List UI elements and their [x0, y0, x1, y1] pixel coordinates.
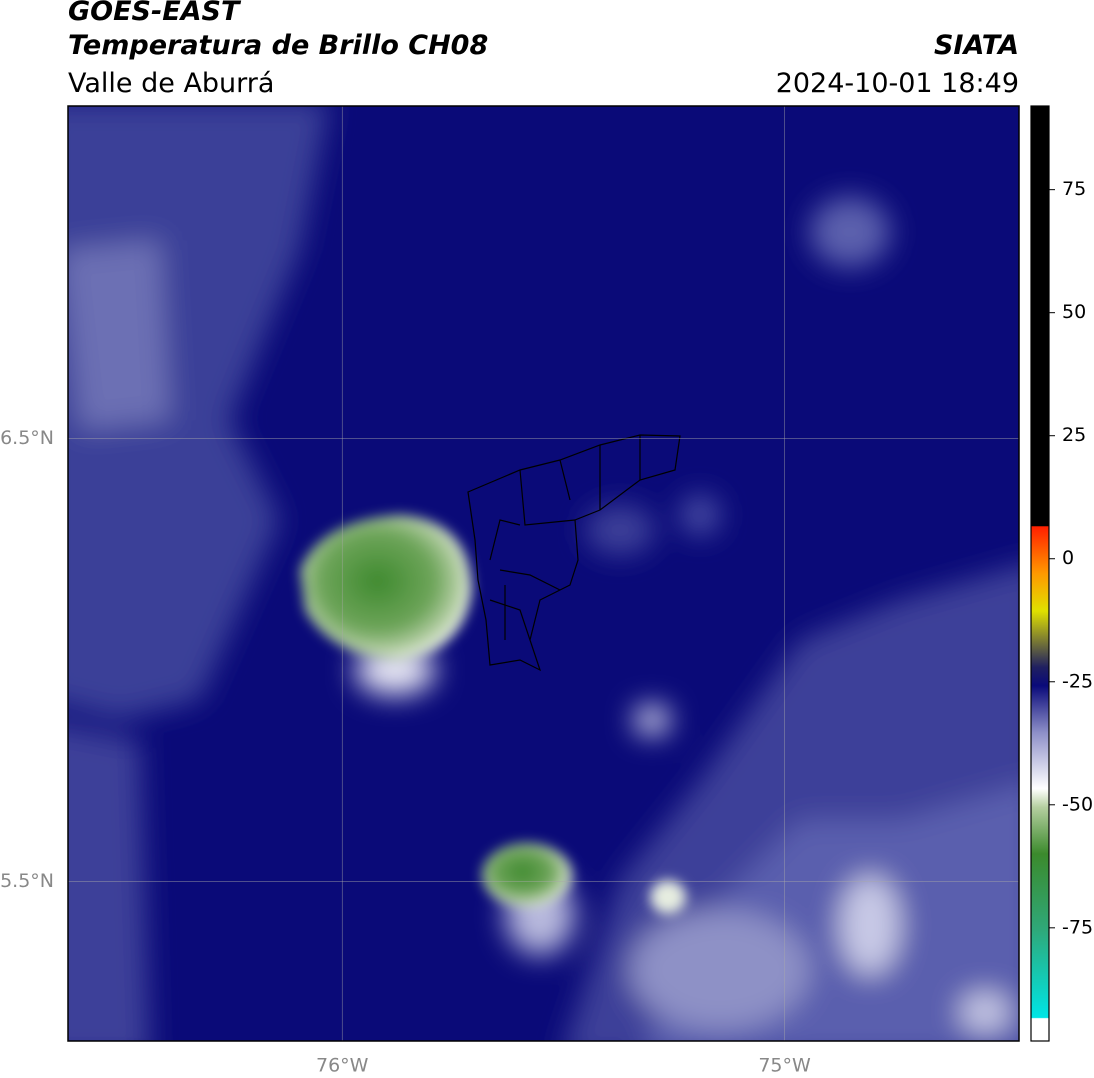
colorbar-tick-label: 25: [1062, 424, 1086, 446]
y-tick-label: 6.5°N: [0, 427, 54, 449]
municipal-boundaries: [467, 434, 681, 672]
colorbar-tick-label: 50: [1062, 301, 1086, 323]
datetime: 2024-10-01 18:49: [776, 68, 1019, 99]
title: GOES-EAST: [68, 0, 242, 27]
colorbar-tick-label: -75: [1062, 916, 1093, 938]
colorbar-tick-label: 75: [1062, 178, 1086, 200]
grid: [68, 106, 1019, 1041]
subtitle: Temperatura de Brillo CH08: [68, 30, 488, 61]
map: [68, 106, 1019, 1041]
colorbar-tick-label: 0: [1062, 547, 1074, 569]
region: Valle de Aburrá: [68, 68, 274, 99]
colorbar-tick-label: -50: [1062, 793, 1093, 815]
source: SIATA: [934, 30, 1019, 61]
colorbar-tick-label: -25: [1062, 670, 1093, 692]
colorbar: [1030, 105, 1050, 1042]
x-tick-label: 75°W: [758, 1055, 811, 1077]
map-frame: [67, 105, 1020, 1042]
x-tick-label: 76°W: [316, 1055, 369, 1077]
y-tick-label: 5.5°N: [0, 870, 54, 892]
cold-cores: [300, 515, 686, 914]
